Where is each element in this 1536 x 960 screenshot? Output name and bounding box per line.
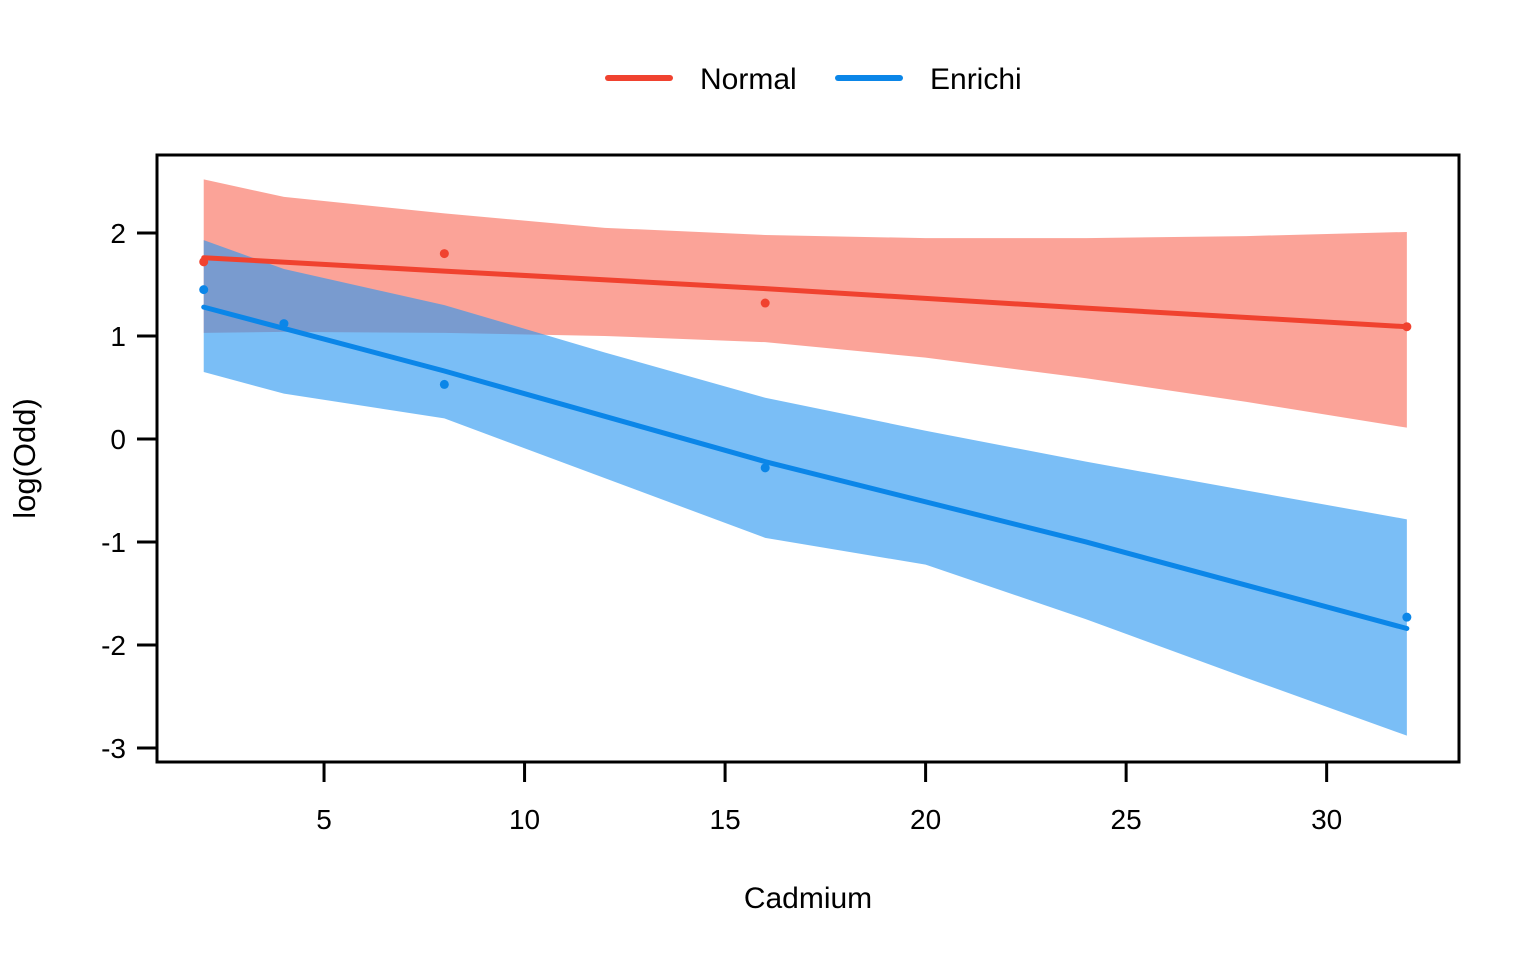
enrichi-confidence-band bbox=[203, 240, 1407, 736]
normal-data-point bbox=[199, 257, 209, 267]
x-axis-tick-label: 30 bbox=[1311, 804, 1342, 835]
y-axis-tick-label: 1 bbox=[110, 321, 126, 352]
x-axis-tick-label: 5 bbox=[316, 804, 332, 835]
y-axis-tick-label: -3 bbox=[101, 733, 126, 764]
y-axis-tick-label: 0 bbox=[110, 424, 126, 455]
enrichi-regression-line bbox=[201, 304, 1410, 632]
x-axis-tick-label: 10 bbox=[509, 804, 540, 835]
enrichi-data-point bbox=[1402, 612, 1412, 622]
enrichi-data-point bbox=[760, 463, 770, 473]
normal-regression-line bbox=[201, 255, 1410, 330]
y-axis-tick-label: 2 bbox=[110, 218, 126, 249]
y-axis-title: log(Odd) bbox=[7, 398, 42, 519]
plot-border bbox=[155, 153, 1461, 764]
enrichi-data-point bbox=[199, 285, 209, 295]
legend-label-enrichi: Enrichi bbox=[930, 63, 1022, 96]
x-axis-title: Cadmium bbox=[744, 882, 872, 915]
legend-label-normal: Normal bbox=[700, 63, 797, 96]
normal-data-point bbox=[760, 298, 770, 308]
normal-data-point bbox=[1402, 322, 1412, 332]
x-axis-tick-label: 25 bbox=[1111, 804, 1142, 835]
enrichi-data-point bbox=[439, 379, 449, 389]
normal-data-point bbox=[439, 249, 449, 259]
normal-confidence-band bbox=[203, 179, 1407, 428]
enrichi-data-point bbox=[279, 319, 289, 329]
y-axis-tick-label: -2 bbox=[101, 630, 126, 661]
x-axis-tick-label: 15 bbox=[710, 804, 741, 835]
y-axis-tick-label: -1 bbox=[101, 527, 126, 558]
x-axis-tick-label: 20 bbox=[910, 804, 941, 835]
